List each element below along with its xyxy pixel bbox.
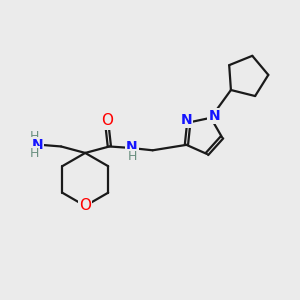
Text: N: N xyxy=(126,140,138,154)
Text: O: O xyxy=(79,198,91,213)
Text: H: H xyxy=(128,150,137,163)
Text: O: O xyxy=(101,113,113,128)
Text: H: H xyxy=(30,147,39,160)
Text: H: H xyxy=(30,130,39,143)
Text: N: N xyxy=(181,113,192,127)
Text: N: N xyxy=(32,138,43,152)
Text: N: N xyxy=(208,109,220,123)
